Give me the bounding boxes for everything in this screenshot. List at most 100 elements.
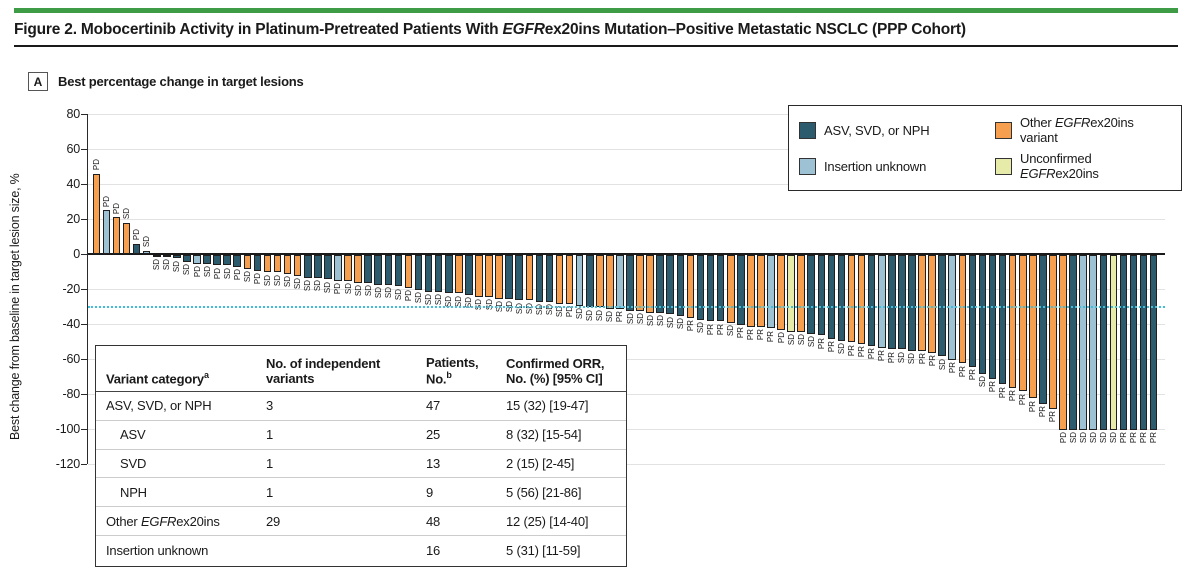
y-tick-label: -40 — [62, 316, 81, 331]
waterfall-bar — [1149, 254, 1158, 430]
legend-swatch — [995, 157, 1012, 175]
bar-response-label: SD — [786, 334, 796, 346]
bar-response-label: PD — [232, 269, 242, 281]
waterfall-bar — [1018, 254, 1027, 392]
table-cell-orr: 15 (32) [19-47] — [506, 398, 589, 414]
bar-response-label: PR — [927, 355, 937, 367]
title-divider — [14, 45, 1178, 47]
waterfall-bar — [626, 254, 634, 311]
waterfall-bar — [213, 254, 221, 266]
zero-line — [88, 253, 1165, 255]
bar-response-label: PD — [111, 203, 121, 215]
y-tick-label: 0 — [73, 246, 80, 261]
bar-response-label: PR — [816, 337, 826, 349]
table-cell-variants: 1 — [266, 455, 274, 471]
text-segment: ex20ins Mutation–Positive Metastatic NSC… — [544, 21, 966, 38]
gridline — [88, 324, 1165, 325]
bar-response-label: SD — [162, 258, 172, 270]
waterfall-bar — [1079, 254, 1087, 430]
waterfall-bar — [867, 254, 876, 346]
bar-response-label: SD — [222, 267, 232, 279]
waterfall-bar — [102, 210, 111, 254]
bar-response-label: SD — [363, 285, 373, 297]
bar-response-label: PR — [1008, 390, 1018, 402]
bar-response-label: PD — [212, 267, 222, 279]
bar-response-label: PD — [192, 265, 202, 277]
bar-response-label: SD — [836, 342, 846, 354]
waterfall-bar — [1089, 254, 1098, 430]
waterfall-bar — [726, 254, 735, 324]
y-tick-mark — [81, 463, 87, 465]
bar-response-label: SD — [142, 236, 152, 248]
bar-response-label: PR — [877, 349, 887, 361]
waterfall-bar — [384, 254, 393, 285]
y-tick-label: 80 — [66, 106, 80, 121]
waterfall-bar — [988, 254, 997, 380]
text-segment: NPH — [120, 484, 147, 500]
waterfall-bar — [283, 254, 292, 275]
table-row: ASV, SVD, or NPH 3 47 15 (32) [19-47] — [96, 392, 626, 421]
waterfall-bar — [1139, 254, 1148, 430]
table-cell-orr: 12 (25) [14-40] — [506, 513, 589, 529]
waterfall-bar — [253, 254, 262, 271]
bar-response-label: PR — [716, 323, 726, 335]
footnote-marker: a — [203, 369, 209, 380]
legend-label: Unconfirmed EGFRex20ins — [1020, 151, 1171, 181]
text-segment: Other — [106, 513, 141, 529]
waterfall-bar — [857, 254, 866, 345]
table-cell-patients: 48 — [426, 513, 441, 529]
table-row: ASV 1 25 8 (32) [15-54] — [96, 421, 626, 450]
text-segment: Unconfirmed — [1020, 151, 1092, 166]
bar-response-label: SD — [907, 353, 917, 365]
bar-response-label: PR — [887, 351, 897, 363]
legend-item: ASV, SVD, or NPH — [799, 115, 995, 145]
bar-response-label: SD — [897, 351, 907, 363]
waterfall-bar — [716, 254, 725, 322]
waterfall-bar — [1119, 254, 1128, 430]
table-header-cell: Patients, No.b — [426, 354, 479, 386]
waterfall-bar — [404, 254, 413, 289]
waterfall-bar — [646, 254, 654, 313]
y-axis-line — [86, 114, 88, 464]
waterfall-bar — [555, 254, 564, 304]
waterfall-bar — [606, 254, 614, 310]
bar-response-label: SD — [393, 288, 403, 300]
bar-response-label: SD — [303, 279, 313, 291]
panel-label: A — [28, 72, 48, 91]
bar-response-label: PR — [857, 346, 867, 358]
table-cell-variants: 1 — [266, 484, 274, 500]
bar-response-label: SD — [182, 264, 192, 276]
legend-item: Unconfirmed EGFRex20ins — [995, 151, 1171, 181]
legend: ASV, SVD, or NPH Insertion unknown Other E… — [788, 105, 1182, 191]
waterfall-bar — [1049, 254, 1057, 409]
bar-response-label: PR — [1028, 400, 1038, 412]
gridline — [88, 219, 1165, 220]
waterfall-bar — [616, 254, 624, 310]
waterfall-bar — [1109, 254, 1118, 430]
gridline — [88, 184, 1165, 185]
bar-response-label: PR — [1018, 393, 1028, 405]
waterfall-bar — [444, 254, 453, 294]
legend-item: Insertion unknown — [799, 151, 995, 181]
table-row: SVD 1 13 2 (15) [2-45] — [96, 450, 626, 479]
bar-response-label: SD — [1078, 432, 1088, 444]
bar-response-label: PR — [967, 369, 977, 381]
bar-response-label: SD — [937, 358, 947, 370]
table-cell-variants: 29 — [266, 513, 281, 529]
waterfall-bar — [132, 243, 141, 254]
bar-response-label: PR — [746, 328, 756, 340]
bar-response-label: SD — [273, 274, 283, 286]
bar-response-label: PR — [1118, 432, 1128, 444]
waterfall-bar — [535, 254, 544, 303]
text-segment: Other — [1020, 115, 1055, 130]
bar-response-label: SD — [373, 286, 383, 298]
bar-response-label: PD — [1058, 432, 1068, 444]
bar-response-label: PR — [947, 362, 957, 374]
bar-response-label: PR — [1038, 405, 1048, 417]
waterfall-bar — [1129, 254, 1138, 430]
legend-swatch — [799, 157, 816, 175]
waterfall-bar — [203, 254, 211, 264]
waterfall-bar — [767, 254, 775, 329]
bar-response-label: SD — [383, 286, 393, 298]
waterfall-bar — [837, 254, 846, 341]
